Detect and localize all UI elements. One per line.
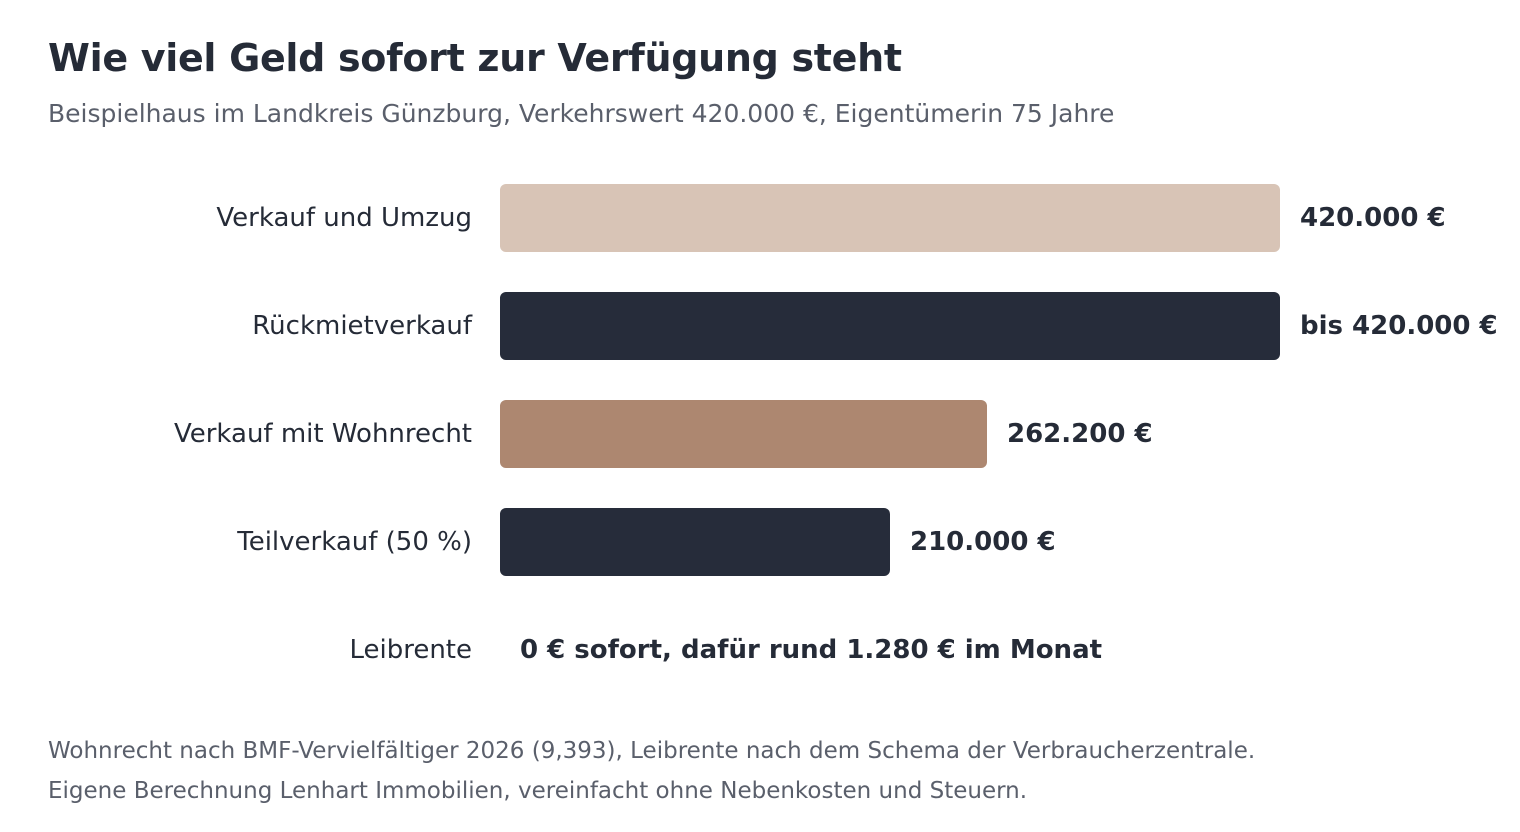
value-label: 420.000 € (1300, 203, 1446, 233)
category-label: Teilverkauf (50 %) (237, 527, 472, 557)
value-label: 210.000 € (910, 527, 1056, 557)
value-label: 0 € sofort, dafür rund 1.280 € im Monat (520, 635, 1103, 665)
category-label: Leibrente (349, 635, 472, 665)
bar (500, 184, 1280, 252)
value-label: bis 420.000 € (1300, 311, 1498, 341)
chart-title: Wie viel Geld sofort zur Verfügung steht (48, 36, 902, 80)
category-label: Verkauf mit Wohnrecht (173, 419, 472, 449)
value-label: 262.200 € (1007, 419, 1153, 449)
footnote-line-1: Wohnrecht nach BMF-Vervielfältiger 2026 … (48, 738, 1256, 764)
category-label: Rückmietverkauf (252, 311, 472, 341)
bar (500, 292, 1280, 360)
footnote-line-2: Eigene Berechnung Lenhart Immobilien, ve… (48, 778, 1028, 804)
bar (500, 508, 890, 576)
chart-subtitle: Beispielhaus im Landkreis Günzburg, Verk… (48, 99, 1115, 128)
category-label: Verkauf und Umzug (216, 203, 472, 233)
bar (500, 400, 987, 468)
